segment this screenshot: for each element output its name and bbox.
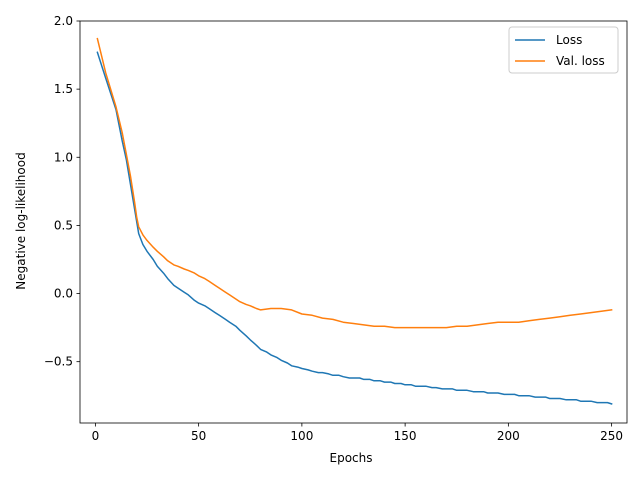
series-line-val-loss xyxy=(96,37,613,329)
x-tick-label: 100 xyxy=(290,429,313,443)
axes-frame xyxy=(79,20,628,424)
x-tick-label: 200 xyxy=(497,429,520,443)
x-tick-label: 50 xyxy=(191,429,206,443)
x-axis-label: Epochs xyxy=(330,451,373,465)
y-tick-label: 0.0 xyxy=(54,287,73,301)
x-tick-label: 250 xyxy=(600,429,623,443)
y-tick-label: 2.0 xyxy=(54,14,73,28)
y-tick-label: 1.0 xyxy=(54,150,73,164)
ticks: 0 50 100 150 200 250 −0.5 0.0 0.5 1.0 1.5 2.0 xyxy=(44,14,623,443)
series-line-loss xyxy=(96,51,613,405)
y-tick-label: 1.5 xyxy=(54,82,73,96)
series-layer xyxy=(96,37,613,405)
x-tick-label: 0 xyxy=(92,429,100,443)
y-axis-label: Negative log-likelihood xyxy=(14,152,28,289)
legend: Loss Val. loss xyxy=(508,26,619,74)
x-tick-label: 150 xyxy=(394,429,417,443)
y-tick-label: 0.5 xyxy=(54,218,73,232)
legend-label-val-loss: Val. loss xyxy=(556,54,605,68)
y-tick-label: −0.5 xyxy=(44,355,73,369)
legend-label-loss: Loss xyxy=(556,33,582,47)
plot-frame xyxy=(79,20,628,424)
